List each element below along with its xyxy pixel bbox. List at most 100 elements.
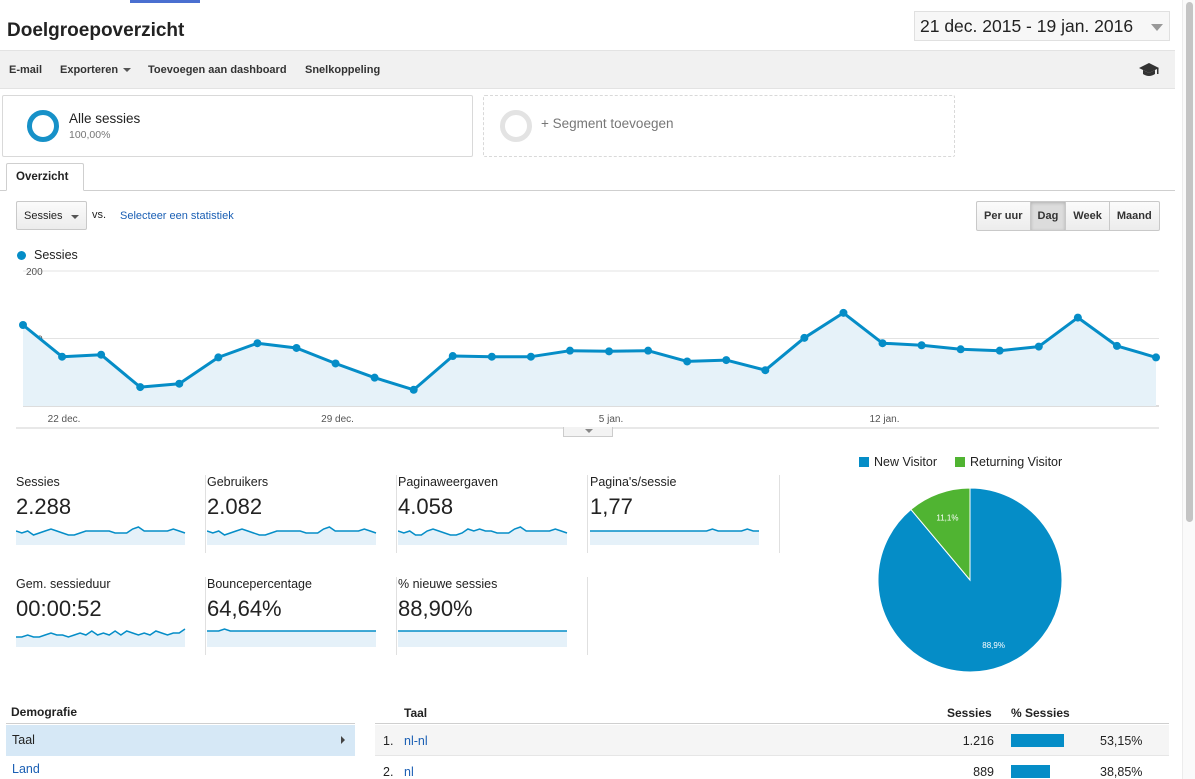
metric-value: 1,77: [590, 494, 633, 519]
granularity-day-button[interactable]: Dag: [1030, 202, 1067, 230]
metric-label: Gem. sessieduur: [16, 577, 111, 591]
date-range-label: 21 dec. 2015 - 19 jan. 2016: [920, 16, 1134, 36]
data-point[interactable]: [409, 385, 418, 394]
tab-overview[interactable]: Overzicht: [6, 163, 84, 191]
demographics-item-language[interactable]: Taal: [6, 725, 355, 756]
data-point[interactable]: [644, 346, 653, 355]
data-point[interactable]: [487, 352, 496, 361]
data-point[interactable]: [878, 339, 887, 348]
email-button[interactable]: E-mail: [9, 64, 43, 76]
add-segment-slot[interactable]: + Segment toevoegen: [483, 95, 955, 157]
page-scrollbar[interactable]: [1182, 0, 1195, 779]
data-point[interactable]: [1112, 341, 1121, 350]
metric-divider: [779, 475, 780, 553]
metric-sparkline: [398, 526, 568, 545]
legend-swatch-returning: [955, 457, 965, 467]
data-point[interactable]: [956, 345, 965, 354]
granularity-hour-button[interactable]: Per uur: [977, 202, 1031, 230]
chevron-down-icon: [123, 68, 132, 73]
pie-slice-label: 88,9%: [982, 641, 1005, 650]
chevron-down-icon: [1151, 24, 1163, 31]
sparkline-area: [590, 529, 759, 545]
y-tick-label: 200: [26, 267, 43, 278]
graduation-cap-icon[interactable]: [1138, 62, 1160, 78]
data-point[interactable]: [1152, 353, 1160, 362]
metric-card[interactable]: Gebruikers 2.082: [207, 475, 397, 553]
data-point[interactable]: [253, 339, 262, 348]
row-index: 2.: [383, 765, 394, 779]
data-point[interactable]: [1073, 313, 1082, 322]
metric-card[interactable]: Bouncepercentage 64,64%: [207, 577, 397, 655]
series-legend-dot: [17, 251, 26, 260]
date-range-picker[interactable]: 21 dec. 2015 - 19 jan. 2016: [914, 11, 1170, 41]
column-header-sessions[interactable]: Sessies: [947, 706, 992, 720]
metric-card[interactable]: Pagina's/sessie 1,77: [590, 475, 780, 553]
add-segment-label: + Segment toevoegen: [541, 116, 674, 131]
data-point[interactable]: [839, 308, 848, 317]
add-to-dashboard-button[interactable]: Toevoegen aan dashboard: [148, 64, 287, 76]
data-point[interactable]: [565, 346, 574, 355]
table-header: Taal Sessies % Sessies: [375, 705, 1169, 724]
chart-resize-handle[interactable]: [563, 427, 613, 437]
sparkline-line: [207, 526, 377, 536]
sparkline-area: [207, 629, 376, 647]
pie-slice[interactable]: [877, 487, 1063, 673]
demographics-item-country[interactable]: Land: [12, 762, 40, 776]
granularity-month-button[interactable]: Maand: [1116, 210, 1152, 222]
scrollbar-thumb[interactable]: [1186, 2, 1193, 522]
row-percent-bar: [1011, 765, 1050, 778]
metric-selector[interactable]: Sessies: [16, 201, 87, 230]
data-point[interactable]: [526, 352, 535, 361]
sparkline-line: [16, 628, 186, 638]
versus-label: vs.: [92, 209, 107, 221]
row-language-link[interactable]: nl: [404, 765, 414, 779]
data-point[interactable]: [800, 333, 809, 342]
metric-card[interactable]: Gem. sessieduur 00:00:52: [16, 577, 206, 655]
x-tick-label: 29 dec.: [321, 414, 354, 425]
data-point[interactable]: [917, 341, 926, 350]
data-point[interactable]: [136, 383, 145, 392]
column-header-language[interactable]: Taal: [404, 706, 428, 720]
row-language-link[interactable]: nl-nl: [404, 734, 428, 748]
sparkline-area: [207, 527, 376, 545]
series-legend-label: Sessies: [34, 248, 78, 262]
data-point[interactable]: [97, 350, 106, 359]
demographics-item-label: Taal: [12, 733, 35, 747]
data-point[interactable]: [761, 366, 770, 375]
data-point[interactable]: [292, 343, 301, 352]
data-point[interactable]: [58, 352, 67, 361]
data-point[interactable]: [683, 357, 692, 366]
data-point[interactable]: [605, 347, 614, 356]
data-point[interactable]: [175, 379, 184, 388]
metric-card[interactable]: Sessies 2.288: [16, 475, 206, 553]
select-statistic-link[interactable]: Selecteer een statistiek: [120, 210, 234, 222]
data-point[interactable]: [331, 359, 340, 368]
data-point[interactable]: [448, 352, 457, 361]
sparkline-line: [207, 628, 376, 632]
series-area: [23, 312, 1156, 406]
data-point[interactable]: [722, 356, 731, 365]
segment-all-sessions[interactable]: Alle sessies 100,00%: [2, 95, 473, 157]
metric-label: Bouncepercentage: [207, 577, 312, 591]
metric-divider: [205, 475, 206, 553]
data-point[interactable]: [370, 373, 379, 382]
data-point[interactable]: [1034, 342, 1043, 351]
data-point[interactable]: [19, 321, 27, 329]
metric-card[interactable]: Paginaweergaven 4.058: [398, 475, 588, 553]
x-tick-label: 22 dec.: [48, 414, 81, 425]
segment-ring-icon: [27, 110, 59, 142]
metric-card[interactable]: % nieuwe sessies 88,90%: [398, 577, 588, 655]
legend-swatch-new: [859, 457, 869, 467]
column-header-percent-sessions[interactable]: % Sessies: [1011, 706, 1070, 720]
pie-slice[interactable]: [910, 487, 971, 582]
shortcut-button[interactable]: Snelkoppeling: [305, 64, 381, 76]
data-point[interactable]: [995, 346, 1004, 355]
data-point[interactable]: [214, 353, 223, 362]
table-row: 2. nl 889 38,85%: [375, 756, 1169, 779]
granularity-week-button[interactable]: Week: [1066, 202, 1110, 230]
export-button[interactable]: Exporteren: [60, 64, 132, 76]
metric-value: 2.288: [16, 494, 72, 519]
x-tick-label: 5 jan.: [599, 414, 623, 425]
row-index: 1.: [383, 734, 394, 748]
row-percent: 38,85%: [1100, 765, 1143, 779]
